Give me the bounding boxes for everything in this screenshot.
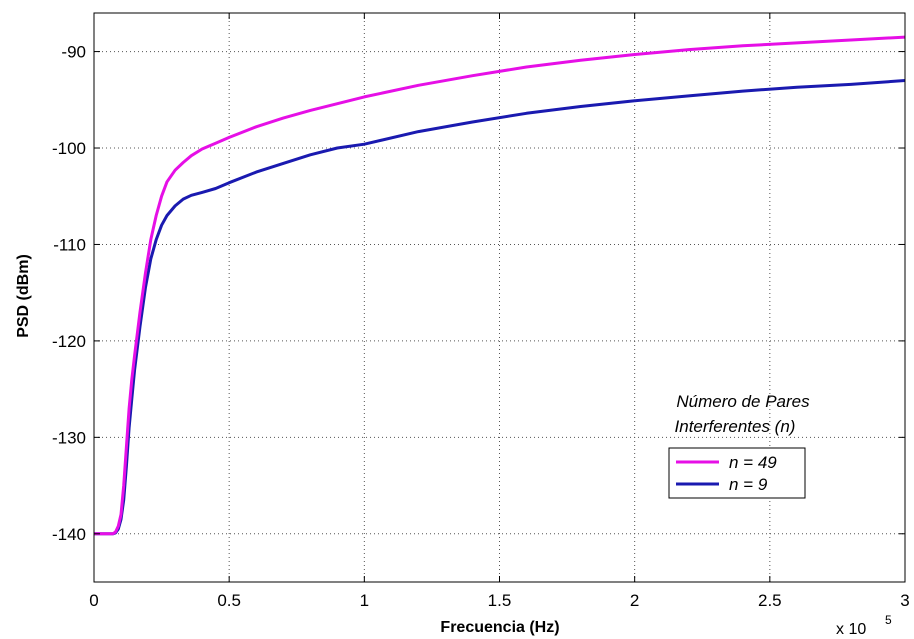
y-tick-label: -140 — [52, 525, 86, 544]
x-tick-label: 1.5 — [488, 591, 512, 610]
legend-label-n49: n = 49 — [729, 453, 777, 472]
y-tick-label: -110 — [53, 235, 86, 254]
series-lines — [94, 35, 906, 536]
x-multiplier-base: x 10 — [836, 621, 866, 638]
x-tick-label: 2.5 — [758, 591, 782, 610]
legend-title-line1: Número de Pares — [676, 392, 810, 411]
x-tick-label: 2 — [630, 591, 639, 610]
x-multiplier: x 10 5 — [836, 613, 892, 638]
x-tick-label: 0.5 — [217, 591, 241, 610]
y-tick-label: -120 — [52, 332, 86, 351]
legend-label-n9: n = 9 — [729, 475, 768, 494]
x-tick-label: 0 — [89, 591, 98, 610]
grid — [94, 13, 905, 582]
y-tick-label: -130 — [52, 428, 86, 447]
x-axis-label: Frecuencia (Hz) — [440, 619, 559, 636]
legend-box — [668, 447, 806, 499]
x-multiplier-exponent: 5 — [885, 613, 892, 627]
y-tick-label: -100 — [52, 139, 86, 158]
y-tick-label: -90 — [61, 43, 86, 62]
legend-title-line2: Interferentes (n) — [675, 417, 796, 436]
axis-ticks: 0 0.5 1 1.5 2 2.5 3 -140 -130 -120 -110 -100 -90 — [52, 13, 910, 610]
x-tick-label: 3 — [900, 591, 909, 610]
x-tick-label: 1 — [360, 591, 369, 610]
legend: Número de Pares Interferentes (n) n = 49… — [668, 392, 810, 499]
y-axis-label: PSD (dBm) — [15, 254, 32, 338]
series-line-n49 — [94, 35, 906, 536]
